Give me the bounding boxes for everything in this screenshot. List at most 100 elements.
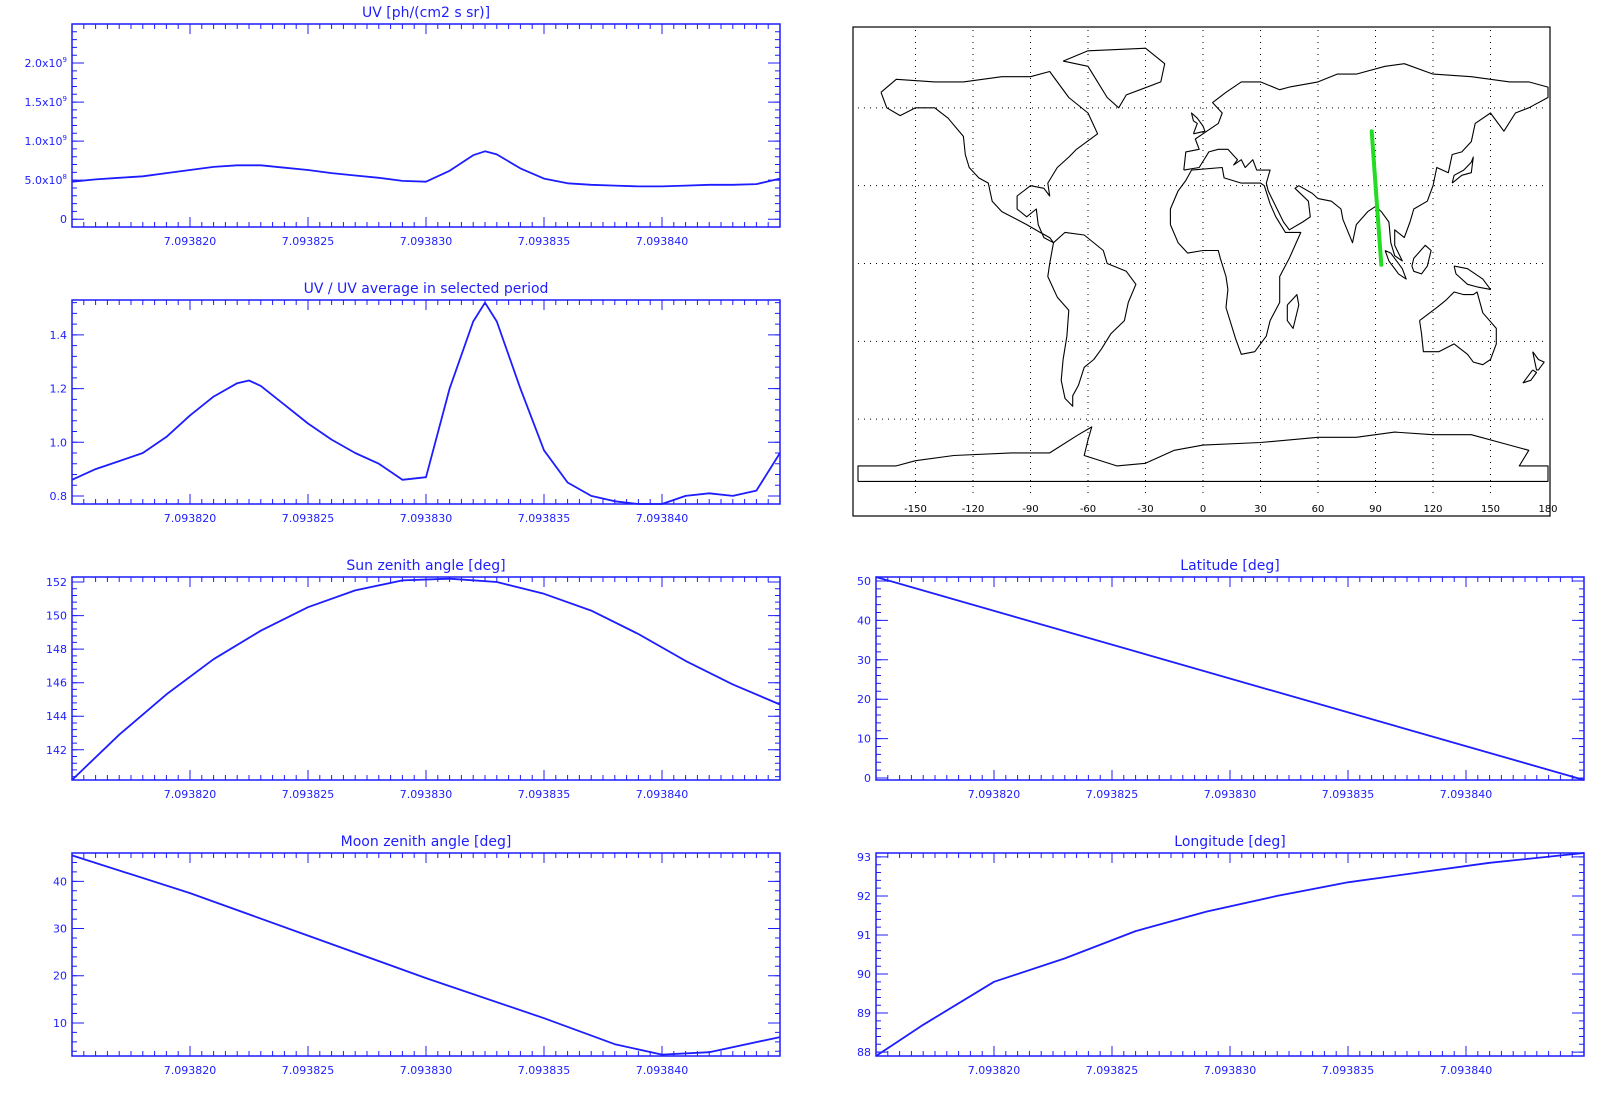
x-tick-label: 7.093835 [518,1064,571,1077]
x-tick-label: 7.093820 [968,1064,1021,1077]
coastline-south-america [1047,231,1137,407]
coastline-australia [1419,291,1497,366]
plot-frame [875,852,1585,1057]
y-tick-label: 144 [46,710,67,723]
x-tick-label: 7.093820 [164,512,217,525]
y-tick-label: 89 [857,1007,871,1020]
x-tick-label: 7.093840 [636,1064,689,1077]
chart-moon-zenith: Moon zenith angle [deg] 7.093820 7.093825 7… [53,834,781,1077]
coastline-north-america [880,70,1099,244]
y-tick-label: 40 [53,875,67,888]
coastline-madagascar [1286,294,1300,329]
world-map: -150 -120 -90 -60 -30 0 30 60 90 120 150 180 [852,26,1558,517]
chart-title: Latitude [deg] [1180,558,1279,574]
chart-title: UV / UV average in selected period [304,281,549,297]
coastline-africa [1169,166,1302,355]
series-line [71,577,781,781]
coastline-great-britain [1190,112,1206,135]
x-tick-label: 7.093825 [1086,1064,1139,1077]
x-tick-label: 7.093825 [282,235,335,248]
coastline-japan [1451,156,1474,184]
y-tick-label: 0.8 [50,490,68,503]
x-tick-label: 7.093820 [164,1064,217,1077]
x-tick-label: 7.093825 [282,788,335,801]
series-line [875,852,1585,1057]
coastline-borneo [1411,244,1432,275]
y-tick-label: 30 [857,654,871,667]
x-tick-label: 7.093830 [400,788,453,801]
lon-tick-label: 180 [1538,504,1557,515]
series-line [71,301,781,505]
satellite-ground-track [1369,129,1384,267]
x-tick-label: 7.093835 [518,235,571,248]
x-tick-label: 7.093820 [164,235,217,248]
minor-ticks [71,852,781,1056]
y-tick-label: 1.5x109 [25,95,67,109]
lon-tick-label: -150 [904,504,927,515]
chart-uv: UV [ph/(cm2 s sr)] 7.093820 7.093825 7.0938… [25,5,781,248]
x-tick-label: 7.093835 [518,512,571,525]
y-tick-label: 150 [46,610,67,623]
y-tick-label: 0 [864,772,871,785]
x-tick-label: 7.093820 [968,788,1021,801]
y-tick-label: 148 [46,643,67,656]
minor-ticks [875,853,1585,1056]
map-frame [852,26,1551,517]
lon-tick-label: 60 [1312,504,1325,515]
y-tick-label: 2.0x109 [25,56,67,70]
x-tick-label: 7.093825 [282,1064,335,1077]
y-tick-label: 10 [857,733,871,746]
lon-tick-label: -60 [1080,504,1096,515]
y-tick-label: 88 [857,1046,871,1059]
chart-title: Sun zenith angle [deg] [346,558,505,574]
lon-tick-label: 150 [1481,504,1500,515]
chart-latitude: Latitude [deg] 7.093820 7.093825 7.093830 7.… [857,558,1585,801]
x-tick-label: 7.093830 [400,1064,453,1077]
lon-tick-label: 90 [1369,504,1382,515]
x-tick-label: 7.093840 [636,235,689,248]
plot-frame [71,299,781,505]
x-tick-label: 7.093840 [1440,1064,1493,1077]
coastline-new-guinea [1453,265,1492,290]
x-tick-label: 7.093820 [164,788,217,801]
y-tick-label: 92 [857,890,871,903]
series-line [875,576,1585,781]
y-tick-label: 50 [857,575,871,588]
y-tick-label: 152 [46,576,67,589]
y-tick-label: 30 [53,923,67,936]
series-line [71,150,781,188]
y-tick-label: 0 [60,213,67,226]
x-tick-label: 7.093840 [636,788,689,801]
x-tick-label: 7.093830 [400,512,453,525]
lon-tick-label: -120 [962,504,985,515]
x-tick-label: 7.093835 [1322,788,1375,801]
y-tick-label: 5.0x108 [25,173,67,187]
chart-uv-ratio: UV / UV average in selected period 7.0938… [50,281,781,525]
x-tick-label: 7.093830 [400,235,453,248]
minor-ticks [71,300,781,504]
y-tick-label: 91 [857,929,871,942]
plot-frame [71,576,781,781]
minor-ticks [875,577,1585,780]
minor-ticks [71,23,781,228]
coastline-new-zealand [1532,351,1545,371]
y-tick-label: 20 [857,693,871,706]
y-tick-label: 10 [53,1017,67,1030]
chart-longitude: Longitude [deg] 7.093820 7.093825 7.093830 7… [857,834,1585,1077]
coastline-new-zealand-south [1522,369,1538,384]
coastline-sumatra [1384,249,1407,280]
plot-frame [71,23,781,228]
chart-title: Longitude [deg] [1174,834,1285,850]
y-tick-label: 1.0x109 [25,134,67,148]
coastline-greenland [1062,47,1166,109]
series-line [71,854,781,1056]
lon-tick-label: 30 [1254,504,1267,515]
y-tick-label: 93 [857,851,871,864]
minor-ticks [71,577,781,780]
plot-frame [71,852,781,1057]
y-tick-label: 20 [53,970,67,983]
x-tick-label: 7.093830 [1204,1064,1257,1077]
x-tick-label: 7.093840 [636,512,689,525]
y-tick-label: 142 [46,744,67,757]
